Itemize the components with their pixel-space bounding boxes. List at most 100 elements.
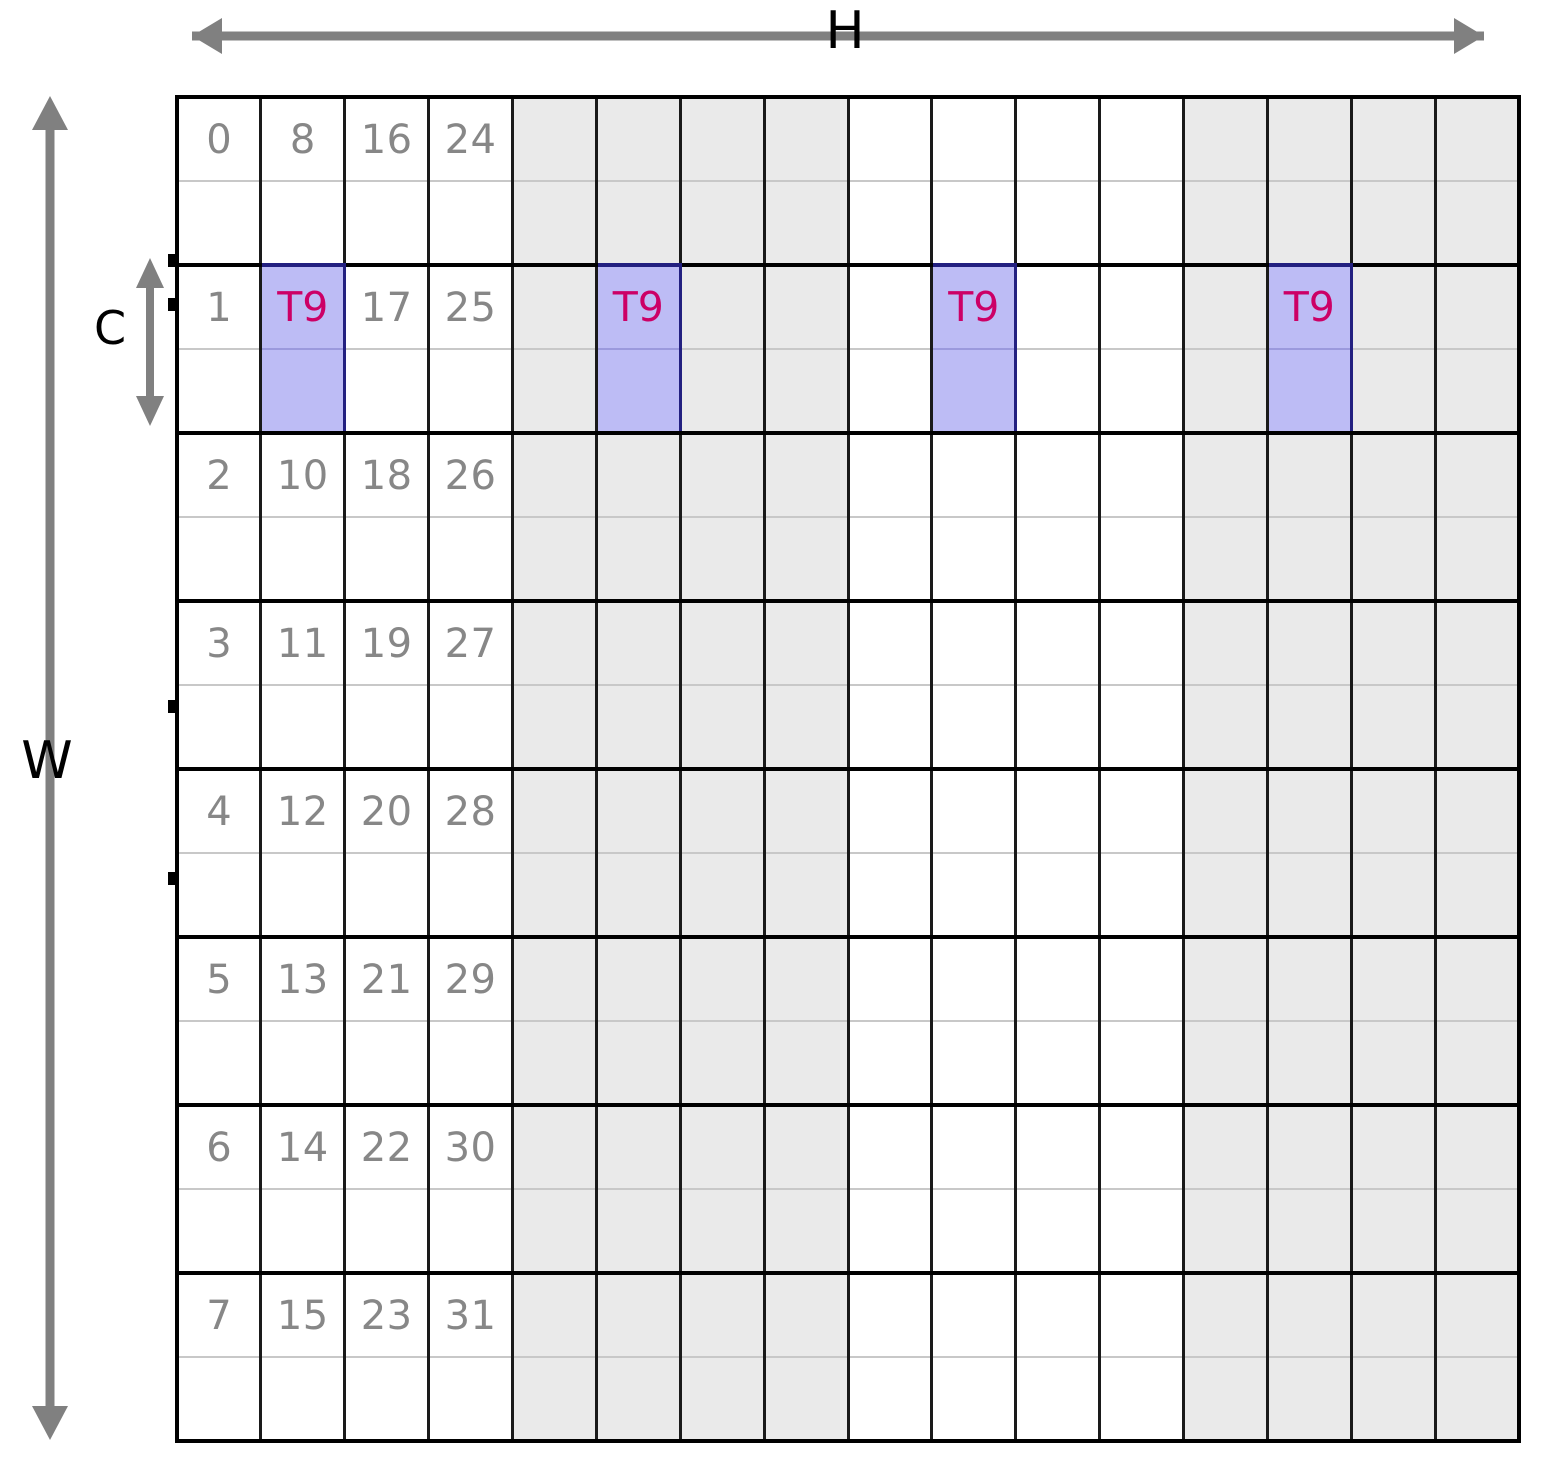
grid-cell	[1433, 684, 1521, 769]
grid-cell	[1433, 180, 1521, 265]
grid-cell	[175, 348, 263, 433]
grid-cell	[343, 1188, 431, 1273]
grid-cell	[594, 1188, 682, 1273]
grid-cell	[1433, 1020, 1521, 1105]
cell-index-label: 31	[444, 1292, 497, 1339]
cell-index-label: 17	[360, 284, 413, 331]
grid-cell: 23	[343, 1271, 431, 1357]
grid-cell	[511, 1271, 598, 1357]
grid-cell	[1265, 767, 1353, 853]
grid-cell: 14	[259, 1103, 347, 1189]
grid-cell: 10	[259, 431, 347, 517]
grid-cell	[594, 1020, 682, 1105]
grid-row	[175, 684, 1521, 769]
grid-cell	[1265, 852, 1353, 937]
grid-cell: 21	[343, 935, 431, 1021]
grid-cell	[1098, 1103, 1185, 1189]
grid-cell	[1014, 852, 1102, 937]
cell-index-label: 28	[444, 788, 497, 835]
grid-cell	[1349, 348, 1437, 433]
w-dimension-arrow	[32, 96, 68, 1440]
grid-cell	[762, 767, 850, 853]
grid-cell	[175, 180, 263, 265]
grid-cell	[1182, 180, 1269, 265]
grid-row	[175, 852, 1521, 937]
grid-cell	[1265, 516, 1353, 601]
grid-cell	[175, 1188, 263, 1273]
grid-cell: 2	[175, 431, 263, 517]
grid-cell	[846, 263, 934, 349]
cell-index-label: 29	[444, 956, 497, 1003]
row-tick-mark	[168, 872, 179, 885]
grid-cell	[427, 1188, 514, 1273]
grid-cell	[259, 852, 347, 937]
grid-cell	[1182, 852, 1269, 937]
grid-cell	[1014, 1271, 1102, 1357]
grid-cell	[511, 1356, 598, 1441]
grid-cell	[1349, 935, 1437, 1021]
grid-cell	[846, 1020, 934, 1105]
dimension-label-w: W	[21, 731, 73, 791]
grid-row	[175, 1188, 1521, 1273]
grid-cell: 1	[175, 263, 263, 349]
grid-cell	[846, 684, 934, 769]
grid-cell: 4	[175, 767, 263, 853]
grid-cell: 7	[175, 1271, 263, 1357]
grid-cell	[594, 684, 682, 769]
grid-cell	[343, 852, 431, 937]
grid-cell	[343, 1356, 431, 1441]
cell-index-label: 30	[444, 1124, 497, 1171]
grid-cell	[1014, 767, 1102, 853]
grid-cell	[846, 1188, 934, 1273]
grid-cell	[594, 1103, 682, 1189]
highlighted-tile-cell: T9	[594, 263, 682, 349]
grid-cell	[678, 935, 766, 1021]
grid-cell	[1182, 516, 1269, 601]
dimension-label-h: H	[825, 1, 865, 61]
grid-cell	[1098, 1271, 1185, 1357]
grid-cell	[1182, 431, 1269, 517]
grid-cell: 15	[259, 1271, 347, 1357]
grid-cell	[1265, 935, 1353, 1021]
grid-cell	[1349, 180, 1437, 265]
grid-cell	[511, 95, 598, 181]
tile-label: T9	[277, 283, 329, 331]
grid-cell	[762, 431, 850, 517]
grid-cell	[1014, 1103, 1102, 1189]
grid-cell: 26	[427, 431, 514, 517]
grid-cell	[594, 1356, 682, 1441]
grid-row: 7 15 23 31	[175, 1271, 1521, 1357]
grid-cell	[1349, 599, 1437, 685]
grid-cell	[1098, 180, 1185, 265]
grid-cell	[1014, 516, 1102, 601]
grid-cell: 24	[427, 95, 514, 181]
grid-cell	[1265, 1103, 1353, 1189]
grid-cell	[427, 516, 514, 601]
grid-cell	[1349, 431, 1437, 517]
highlighted-tile-cell: T9	[259, 263, 347, 349]
cell-index-label: 2	[206, 452, 233, 499]
grid-cell	[762, 1103, 850, 1189]
grid-cell	[1182, 935, 1269, 1021]
grid-cell	[1265, 599, 1353, 685]
grid-cell	[1098, 348, 1185, 433]
grid-cell	[846, 348, 934, 433]
grid-cell	[678, 348, 766, 433]
grid-cell	[1182, 348, 1269, 433]
cell-index-label: 27	[444, 620, 497, 667]
grid-cell	[594, 935, 682, 1021]
grid-cell	[678, 1020, 766, 1105]
grid-cell	[678, 1103, 766, 1189]
grid-cell	[427, 684, 514, 769]
grid-cell	[930, 1356, 1018, 1441]
grid-cell	[678, 852, 766, 937]
grid-cell	[1265, 1271, 1353, 1357]
grid-cell: 25	[427, 263, 514, 349]
grid-cell	[1433, 852, 1521, 937]
grid-cell	[678, 431, 766, 517]
highlighted-tile-cell: T9	[1265, 263, 1353, 349]
grid-cell	[846, 95, 934, 181]
cell-index-label: 3	[206, 620, 233, 667]
grid-cell: 6	[175, 1103, 263, 1189]
grid-cell	[1182, 684, 1269, 769]
